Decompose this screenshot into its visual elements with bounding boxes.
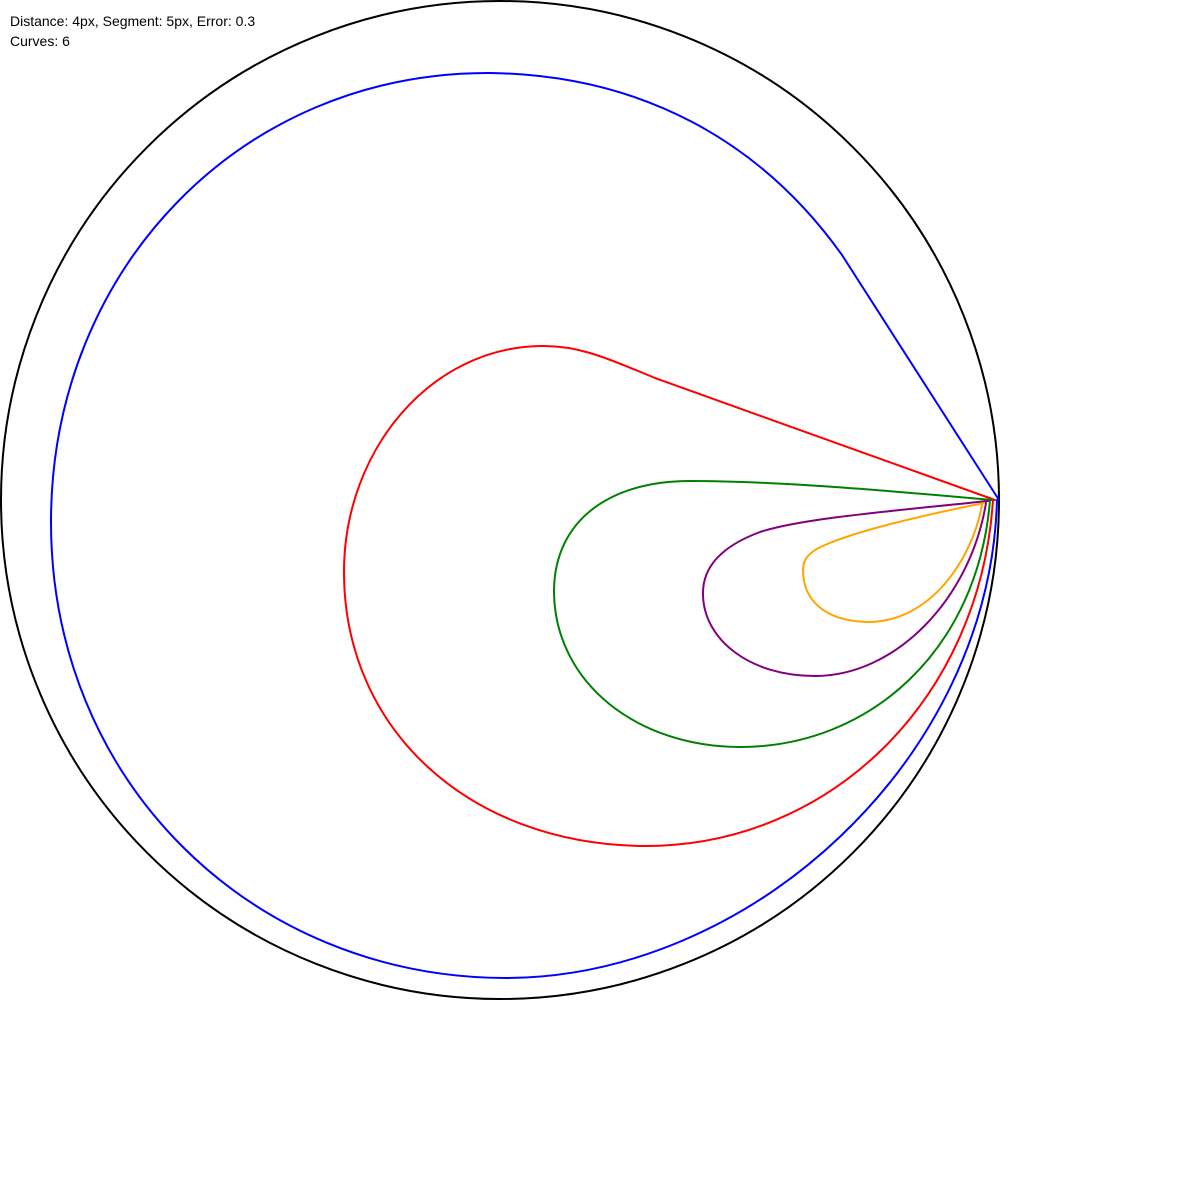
green-curve bbox=[553, 480, 993, 748]
orange-curve bbox=[802, 502, 985, 623]
blue-curve bbox=[49, 71, 1000, 979]
curves-count-readout: Curves: 6 bbox=[10, 33, 70, 49]
params-readout: Distance: 4px, Segment: 5px, Error: 0.3 bbox=[10, 13, 256, 29]
info-overlay: Distance: 4px, Segment: 5px, Error: 0.3 … bbox=[10, 11, 255, 51]
red-curve bbox=[342, 344, 996, 847]
outer-circle-curve bbox=[0, 0, 1000, 1000]
purple-curve bbox=[701, 500, 989, 677]
